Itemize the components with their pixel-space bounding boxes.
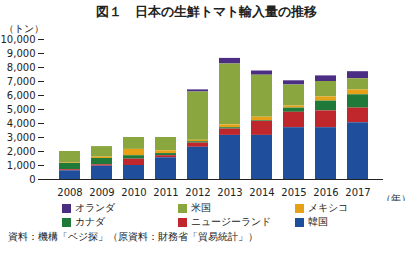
svg-text:（年）: （年） — [381, 193, 411, 202]
html-text:メキシコ: メキシコ — [307, 202, 348, 213]
html-text:オランダ: オランダ — [74, 202, 115, 213]
svg-text:10,000: 10,000 — [1, 34, 36, 45]
html-text:資料：機構「ベジ探」（原資料：財務省「貿易統計」）: 資料：機構「ベジ探」（原資料：財務省「貿易統計」） — [8, 231, 258, 242]
svg-text:2016: 2016 — [313, 187, 338, 198]
svg-text:9,000: 9,000 — [7, 48, 36, 59]
html-text:図１ 日本の生鮮トマト輸入量の推移: 図１ 日本の生鮮トマト輸入量の推移 — [96, 4, 317, 19]
svg-text:2008: 2008 — [57, 187, 82, 198]
svg-text:2009: 2009 — [89, 187, 114, 198]
svg-text:7,000: 7,000 — [7, 76, 36, 87]
svg-text:2017: 2017 — [345, 187, 370, 198]
svg-text:2015: 2015 — [281, 187, 306, 198]
html-text:韓国: 韓国 — [307, 216, 328, 227]
svg-text:6,000: 6,000 — [7, 90, 36, 101]
svg-text:（トン）: （トン） — [4, 23, 44, 34]
svg-text:2011: 2011 — [153, 187, 178, 198]
html-text:カナダ: カナダ — [74, 216, 105, 227]
svg-text:2010: 2010 — [121, 187, 146, 198]
svg-text:8,000: 8,000 — [7, 62, 36, 73]
svg-text:2012: 2012 — [185, 187, 210, 198]
html-text:ニュージーランド: ニュージーランド — [191, 216, 272, 227]
html-text:米国: 米国 — [191, 202, 212, 213]
svg-text:2,000: 2,000 — [7, 146, 36, 157]
svg-text:0: 0 — [29, 174, 35, 185]
svg-text:3,000: 3,000 — [7, 132, 36, 143]
svg-text:4,000: 4,000 — [7, 118, 36, 129]
svg-text:2014: 2014 — [249, 187, 274, 198]
svg-text:5,000: 5,000 — [7, 104, 36, 115]
svg-text:1,000: 1,000 — [7, 160, 36, 171]
svg-text:2013: 2013 — [217, 187, 242, 198]
